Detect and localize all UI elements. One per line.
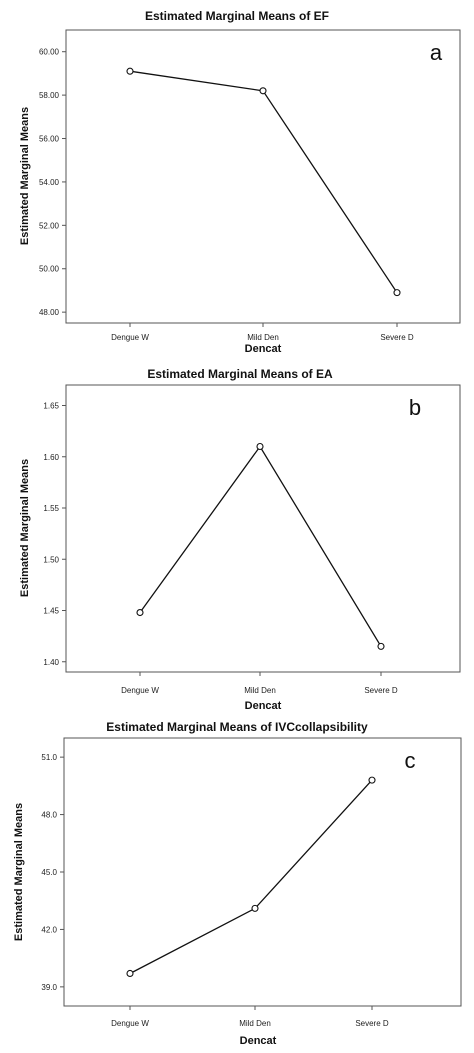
y-tick-label: 48.00: [39, 308, 60, 317]
y-axis-label-b: Estimated Marginal Means: [19, 459, 31, 597]
data-point-marker: [251, 904, 259, 912]
y-tick-label: 1.65: [43, 402, 59, 411]
y-tick-label: 1.50: [43, 555, 59, 564]
data-point-marker: [377, 642, 385, 650]
data-point-marker: [136, 608, 144, 617]
chart-title-a: Estimated Marginal Means of EF: [145, 9, 329, 23]
panel-label-a: a: [430, 40, 443, 65]
y-ticks-a: 48.00 50.00 52.00 54.00 56.00 58.00 60.00: [39, 48, 66, 317]
data-point-marker: [368, 776, 376, 784]
data-point-marker: [393, 289, 401, 297]
x-axis-label-b: Dencat: [245, 700, 282, 712]
x-tick-label: Dengue W: [111, 1019, 149, 1028]
panel-label-b: b: [409, 395, 421, 420]
x-ticks-a: Dengue W Mild Den Severe D: [111, 323, 414, 342]
y-axis-label-a: Estimated Marginal Means: [19, 107, 31, 245]
y-tick-label: 56.00: [39, 135, 60, 144]
x-tick-label: Severe D: [355, 1019, 389, 1028]
y-tick-label: 45.0: [41, 868, 57, 877]
y-tick-label: 1.40: [43, 658, 59, 667]
x-tick-label: Dengue W: [111, 333, 149, 342]
x-axis-label-c: Dencat: [240, 1035, 277, 1047]
series-c: [126, 776, 376, 978]
plot-frame-c: [63, 737, 462, 1007]
chart-panel-c: Estimated Marginal Means of IVCcollapsib…: [13, 720, 462, 1047]
x-tick-label: Mild Den: [247, 333, 279, 342]
y-tick-label: 54.00: [39, 178, 60, 187]
chart-panel-b: Estimated Marginal Means of EA b Estimat…: [19, 367, 461, 712]
chart-panel-a: Estimated Marginal Means of EF a Estimat…: [19, 9, 461, 355]
x-axis-label-a: Dencat: [245, 343, 282, 355]
y-tick-label: 1.55: [43, 504, 59, 513]
y-tick-label: 51.0: [41, 753, 57, 762]
y-tick-label: 48.0: [41, 811, 57, 820]
plot-frame-a: [65, 29, 461, 324]
plot-frame-b: [65, 384, 461, 673]
series-b: [136, 442, 385, 650]
x-tick-label: Mild Den: [244, 686, 276, 695]
x-ticks-b: Dengue W Mild Den Severe D: [121, 672, 398, 695]
panel-label-c: c: [405, 748, 416, 773]
chart-title-c: Estimated Marginal Means of IVCcollapsib…: [106, 720, 368, 734]
x-ticks-c: Dengue W Mild Den Severe D: [111, 1006, 389, 1028]
y-tick-label: 50.00: [39, 265, 60, 274]
y-tick-label: 60.00: [39, 48, 60, 57]
data-point-marker: [256, 442, 264, 451]
data-point-marker: [126, 969, 134, 978]
y-axis-label-c: Estimated Marginal Means: [13, 803, 25, 941]
x-tick-label: Severe D: [380, 333, 414, 342]
y-tick-label: 1.45: [43, 607, 59, 616]
y-tick-label: 1.60: [43, 453, 59, 462]
y-tick-label: 42.0: [41, 925, 57, 934]
series-a: [126, 67, 401, 297]
chart-title-b: Estimated Marginal Means of EA: [147, 367, 333, 381]
y-ticks-b: 1.40 1.45 1.50 1.55 1.60 1.65: [43, 402, 66, 667]
y-ticks-c: 39.0 42.0 45.0 48.0 51.0: [41, 753, 64, 992]
y-tick-label: 39.0: [41, 983, 57, 992]
data-point-marker: [126, 67, 134, 75]
x-tick-label: Mild Den: [239, 1019, 271, 1028]
x-tick-label: Dengue W: [121, 686, 159, 695]
y-tick-label: 52.00: [39, 221, 60, 230]
x-tick-label: Severe D: [364, 686, 398, 695]
data-point-marker: [259, 87, 267, 95]
y-tick-label: 58.00: [39, 91, 60, 100]
